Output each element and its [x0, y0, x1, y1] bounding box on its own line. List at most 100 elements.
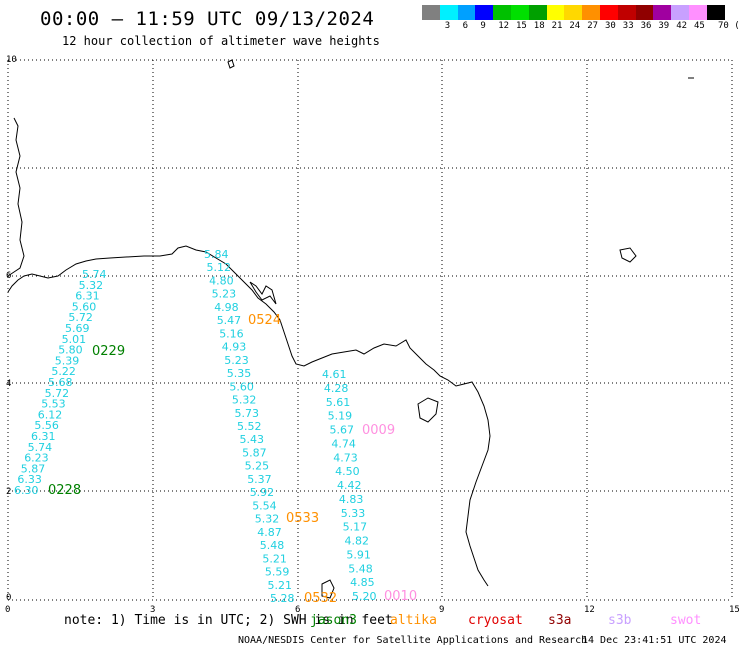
coastline-bay — [249, 281, 277, 305]
x-axis-tick-label: 15 — [729, 605, 740, 615]
wave-height-label: 5.43 — [240, 433, 265, 446]
x-axis-tick-label: 12 — [584, 605, 595, 615]
legend-swatch — [475, 5, 494, 20]
wave-height-label: 6.23 — [24, 452, 49, 465]
y-axis-tick-label: 2 — [6, 487, 11, 497]
wave-height-label: 5.22 — [51, 365, 76, 378]
legend-label: 42 — [676, 21, 688, 31]
legend-swatch — [457, 5, 476, 20]
wave-height-label: 5.39 — [55, 354, 80, 367]
pass-time-label: 0532 — [304, 591, 337, 606]
legend-swatch — [493, 5, 511, 20]
lake-island — [417, 397, 439, 423]
legend-label: 18 — [533, 21, 545, 31]
wave-height-label: 5.32 — [79, 279, 104, 292]
wave-height-label: 5.68 — [48, 376, 73, 389]
x-axis-tick-label: 0 — [5, 605, 10, 615]
wave-height-label: 5.21 — [262, 552, 287, 565]
legend-swatch — [510, 5, 529, 20]
wave-height-label: 5.72 — [45, 387, 70, 400]
wave-height-label: 6.31 — [75, 290, 100, 303]
legend-swatch — [617, 5, 636, 20]
wave-height-label: 5.37 — [247, 473, 272, 486]
track-b-values: 5.845.124.805.234.985.475.164.935.235.35… — [204, 248, 337, 606]
coastline-north — [7, 117, 25, 277]
wave-height-label: 5.35 — [227, 367, 252, 380]
legend-swatch — [671, 5, 689, 20]
wave-height-label: 5.20 — [352, 590, 377, 603]
color-legend-bar — [422, 5, 725, 20]
wave-height-label: 5.92 — [250, 486, 275, 499]
legend-swatch — [582, 5, 600, 20]
legend-label: 24 — [569, 21, 581, 31]
wave-height-label: 5.32 — [255, 513, 279, 526]
wave-height-label: 5.48 — [260, 539, 285, 552]
wave-height-label: 5.28 — [270, 592, 295, 605]
wave-height-label: 5.59 — [265, 566, 290, 579]
wave-height-label: 5.84 — [204, 248, 229, 261]
satellite-label-altika: altika — [390, 613, 437, 628]
wave-height-label: 5.61 — [326, 396, 351, 409]
y-axis-tick-label: 0 — [6, 593, 11, 603]
wave-height-label: 4.83 — [339, 493, 364, 506]
legend-label: 33 — [622, 21, 634, 31]
satellite-label-s3b: s3b — [608, 613, 632, 628]
wave-height-label: 5.48 — [348, 562, 373, 575]
satellite-label-swot: swot — [670, 613, 702, 628]
small-island-south — [321, 579, 335, 599]
legend-label: 15 — [516, 21, 527, 31]
wave-height-label: 5.91 — [346, 548, 371, 561]
wave-height-label: 5.17 — [343, 521, 368, 534]
legend-swatch — [706, 5, 725, 20]
wave-height-label: 5.01 — [62, 333, 87, 346]
axis-tick-labels: 0 3 6 9 12 15 10 6 4 2 0 — [5, 55, 740, 615]
wave-height-label: 4.80 — [209, 275, 234, 288]
pass-time-label: 0533 — [286, 511, 319, 526]
legend-label: 9 — [480, 21, 486, 31]
wave-height-label: 4.98 — [214, 301, 239, 314]
wave-height-label: 5.52 — [237, 420, 262, 433]
pass-time-label: 0524 — [248, 313, 281, 328]
wave-height-label: 5.25 — [245, 460, 270, 473]
wave-height-label: 5.23 — [212, 288, 237, 301]
satellite-label-s3a: s3a — [548, 613, 572, 628]
footer-note: note: 1) Time is in UTC; 2) SWH is in fe… — [64, 613, 393, 628]
wave-height-label: 4.93 — [222, 341, 247, 354]
legend-label: 36 — [640, 21, 652, 31]
pass-time-label: 0010 — [384, 589, 417, 604]
wave-height-label: 4.82 — [345, 535, 370, 548]
wave-height-label: 5.72 — [68, 311, 93, 324]
legend-label: 21 — [551, 21, 563, 31]
pass-time-label: 0009 — [362, 423, 395, 438]
pass-time-label: 0229 — [92, 344, 125, 359]
wave-height-label: 5.60 — [229, 380, 254, 393]
y-axis-tick-label: 6 — [6, 271, 11, 281]
wave-height-label: 5.56 — [34, 419, 59, 432]
page-title: 00:00 — 11:59 UTC 09/13/2024 — [40, 8, 375, 30]
wave-height-label: 4.85 — [350, 576, 375, 589]
wave-height-label: 5.74 — [28, 441, 52, 454]
wave-height-label: 4.74 — [331, 437, 356, 450]
wave-height-label: 6.33 — [17, 473, 42, 486]
wave-height-label: 5.74 — [82, 268, 107, 281]
wave-height-label: 4.42 — [337, 479, 362, 492]
wave-height-label: 5.23 — [224, 354, 249, 367]
wave-height-label: 6.30 — [14, 484, 39, 497]
legend-label: 45 — [694, 21, 705, 31]
wave-height-label: 5.54 — [252, 499, 277, 512]
wave-height-label: 5.53 — [41, 398, 65, 411]
wave-height-label: 5.47 — [217, 314, 242, 327]
legend-label: 39 — [658, 21, 670, 31]
satellite-label-jason3: jason3 — [310, 613, 357, 628]
wave-height-label: 5.32 — [232, 394, 257, 407]
legend-swatch — [635, 5, 654, 20]
wave-height-label: 4.87 — [257, 526, 282, 539]
footer-credit: NOAA/NESDIS Center for Satellite Applica… — [238, 635, 588, 646]
legend-swatch — [688, 5, 707, 20]
wave-height-label: 5.33 — [341, 507, 366, 520]
map-grid — [7, 59, 733, 601]
satellite-label-cryosat: cryosat — [468, 613, 523, 628]
legend-label: 6 — [462, 21, 469, 31]
